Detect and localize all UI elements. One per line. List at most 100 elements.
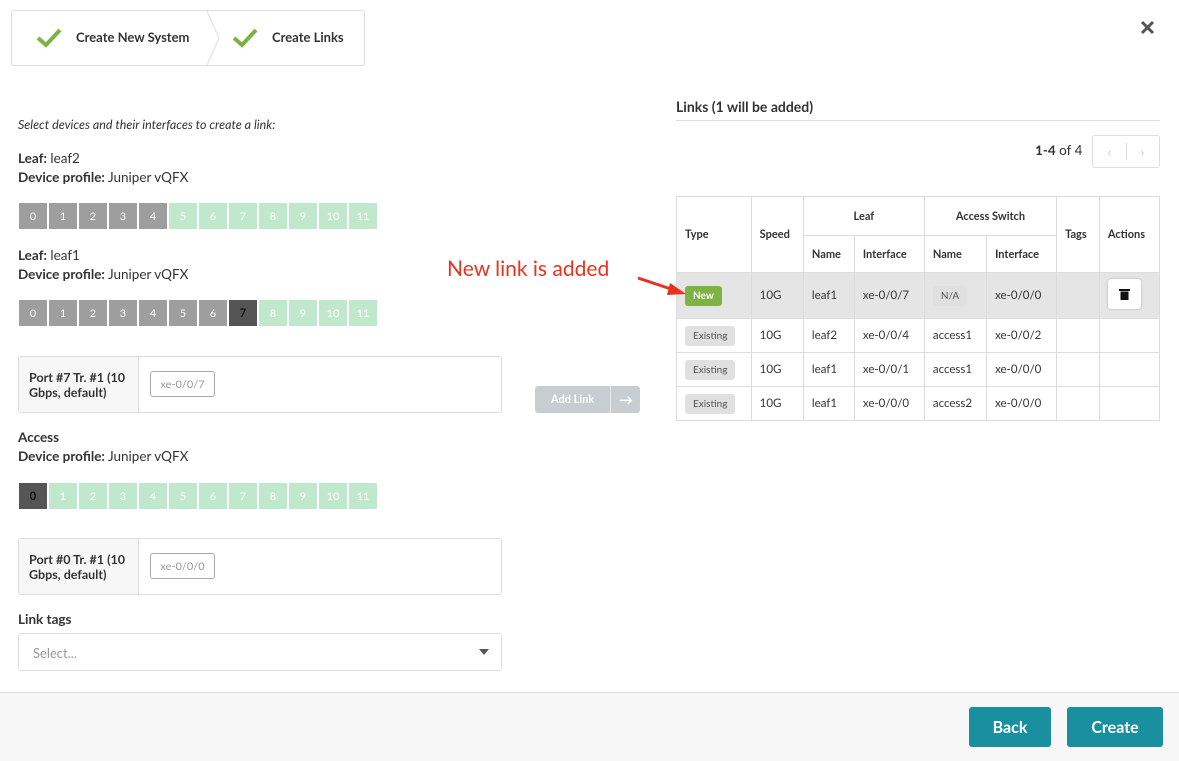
port[interactable]: 6	[199, 483, 227, 509]
port[interactable]: 4	[139, 483, 167, 509]
port[interactable]: 10	[319, 483, 347, 509]
port[interactable]: 1	[49, 483, 77, 509]
divider	[676, 120, 1160, 121]
header: Type	[676, 196, 752, 273]
profile-line: Device profile: Juniper vQFX	[18, 266, 188, 282]
profile: Juniper vQFX	[107, 169, 189, 185]
cell: xe-0/0/7	[853, 272, 925, 319]
step-divider	[207, 11, 220, 65]
port[interactable]: 10	[319, 203, 347, 229]
port[interactable]: 3	[109, 483, 137, 509]
cell: Existing	[676, 386, 752, 421]
links-title: Links (1 will be added)	[676, 98, 814, 115]
footer	[0, 692, 1179, 761]
header: Interface	[986, 235, 1058, 273]
cell: 10G	[750, 318, 804, 353]
profile-label: Device profile:	[18, 169, 105, 185]
actions-cell	[1098, 352, 1161, 387]
port[interactable]: 11	[349, 203, 377, 229]
device-line: Access	[18, 429, 59, 445]
port[interactable]: 5	[169, 483, 197, 509]
interface-input[interactable]: xe-0/0/0	[150, 553, 215, 579]
tags-cell	[1056, 352, 1100, 387]
device-line: Leaf: leaf1	[18, 247, 80, 263]
port[interactable]: 0	[19, 300, 47, 326]
placeholder: Select...	[33, 645, 77, 661]
prev-button[interactable]: ‹	[1093, 143, 1127, 160]
header: Access Switch	[923, 196, 1058, 236]
port[interactable]: 4	[139, 300, 167, 326]
step: Create Links	[272, 29, 344, 45]
instructions: Select devices and their interfaces to c…	[18, 117, 276, 132]
trash-icon	[1119, 289, 1130, 300]
back-button[interactable]: Back	[969, 707, 1051, 747]
delete-button[interactable]	[1108, 279, 1141, 309]
port[interactable]: 5	[169, 300, 197, 326]
role: Access	[18, 429, 60, 445]
port[interactable]: 0	[19, 203, 47, 229]
link-tags-label: Link tags	[18, 611, 72, 627]
port[interactable]: 3	[109, 203, 137, 229]
type-badge: New	[685, 285, 722, 306]
interface-input[interactable]: xe-0/0/7	[150, 371, 215, 397]
port[interactable]: 3	[109, 300, 137, 326]
cell: xe-0/0/0	[986, 386, 1058, 421]
port[interactable]: 10	[319, 300, 347, 326]
pagination-info: 1-4 of 4	[1035, 142, 1082, 158]
cell: 10G	[750, 386, 804, 421]
port[interactable]: 7	[229, 483, 257, 509]
add-link-button[interactable]: Add Link →	[535, 386, 640, 413]
cell: 10G	[750, 352, 804, 387]
create-button[interactable]: Create	[1067, 707, 1163, 747]
header: Tags	[1056, 196, 1100, 273]
port[interactable]: 9	[289, 203, 317, 229]
port[interactable]: 7	[229, 300, 257, 326]
profile-line: Device profile: Juniper vQFX	[18, 448, 188, 464]
profile: Juniper vQFX	[107, 266, 189, 282]
tags-select[interactable]: Select...	[18, 633, 502, 671]
cell: xe-0/0/0	[986, 352, 1058, 387]
port-form: Port #7 Tr. #1 (10 Gbps, default) xe-0/0/…	[18, 356, 502, 413]
port[interactable]: 9	[289, 483, 317, 509]
cell: xe-0/0/4	[853, 318, 925, 353]
tags-cell	[1056, 272, 1100, 319]
close-button[interactable]	[1140, 20, 1155, 35]
link-row: Existing 10G leaf1 xe-0/0/0 access2 xe-0/0/0	[676, 386, 1161, 421]
device-line: Leaf: leaf2	[18, 150, 80, 166]
port[interactable]: 1	[49, 300, 77, 326]
port[interactable]: 8	[259, 203, 287, 229]
port[interactable]: 8	[259, 483, 287, 509]
port[interactable]: 11	[349, 483, 377, 509]
role: Leaf:	[18, 150, 47, 166]
range: 1-4	[1035, 142, 1056, 158]
port[interactable]: 6	[199, 203, 227, 229]
port[interactable]: 0	[19, 483, 47, 509]
port[interactable]: 4	[139, 203, 167, 229]
annotation: New link is added	[447, 256, 610, 281]
actions-cell	[1098, 318, 1161, 353]
next-button[interactable]: ›	[1140, 143, 1145, 160]
port[interactable]: 9	[289, 300, 317, 326]
port[interactable]: 1	[49, 203, 77, 229]
cell: xe-0/0/2	[986, 318, 1058, 353]
header: Interface	[853, 235, 925, 273]
port[interactable]: 5	[169, 203, 197, 229]
check-icon	[232, 28, 258, 48]
profile-label: Device profile:	[18, 266, 105, 282]
port[interactable]: 2	[79, 483, 107, 509]
device-name: leaf2	[50, 150, 80, 166]
caret	[479, 649, 489, 655]
cell: Existing	[676, 352, 752, 387]
port[interactable]: 7	[229, 203, 257, 229]
port[interactable]: 11	[349, 300, 377, 326]
cell: leaf1	[802, 386, 855, 421]
type-badge: Existing	[685, 359, 736, 380]
cell: access1	[923, 352, 988, 387]
port[interactable]: 2	[79, 203, 107, 229]
port[interactable]: 6	[199, 300, 227, 326]
port-form: Port #0 Tr. #1 (10 Gbps, default) xe-0/0/…	[18, 538, 502, 595]
header: Name	[923, 235, 988, 273]
port[interactable]: 2	[79, 300, 107, 326]
port[interactable]: 8	[259, 300, 287, 326]
